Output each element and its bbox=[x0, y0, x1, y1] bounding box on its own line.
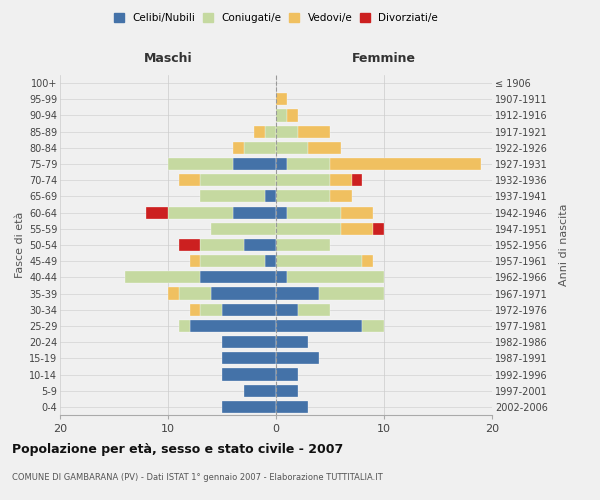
Y-axis label: Fasce di età: Fasce di età bbox=[14, 212, 25, 278]
Bar bbox=[211, 222, 276, 235]
Bar bbox=[265, 255, 276, 268]
Bar bbox=[222, 352, 276, 364]
Bar bbox=[244, 384, 276, 397]
Bar bbox=[190, 320, 276, 332]
Bar bbox=[200, 190, 265, 202]
Bar bbox=[352, 174, 362, 186]
Bar bbox=[233, 142, 244, 154]
Bar bbox=[298, 304, 330, 316]
Bar bbox=[222, 304, 276, 316]
Bar bbox=[200, 272, 276, 283]
Bar bbox=[179, 320, 190, 332]
Bar bbox=[330, 190, 352, 202]
Bar bbox=[362, 255, 373, 268]
Text: Popolazione per età, sesso e stato civile - 2007: Popolazione per età, sesso e stato civil… bbox=[12, 442, 343, 456]
Bar bbox=[276, 190, 330, 202]
Bar bbox=[330, 174, 352, 186]
Bar bbox=[168, 206, 233, 218]
Bar bbox=[276, 126, 298, 138]
Bar bbox=[233, 206, 276, 218]
Bar bbox=[265, 126, 276, 138]
Bar bbox=[146, 206, 168, 218]
Bar bbox=[308, 142, 341, 154]
Bar bbox=[200, 174, 276, 186]
Bar bbox=[179, 239, 200, 251]
Bar bbox=[276, 304, 298, 316]
Bar bbox=[276, 206, 287, 218]
Bar bbox=[276, 110, 287, 122]
Bar bbox=[244, 142, 276, 154]
Bar bbox=[341, 206, 373, 218]
Y-axis label: Anni di nascita: Anni di nascita bbox=[559, 204, 569, 286]
Bar bbox=[330, 158, 481, 170]
Bar bbox=[190, 255, 200, 268]
Bar bbox=[168, 288, 179, 300]
Bar bbox=[373, 222, 384, 235]
Bar bbox=[276, 320, 362, 332]
Bar bbox=[276, 222, 341, 235]
Bar bbox=[276, 368, 298, 380]
Text: Maschi: Maschi bbox=[143, 52, 193, 66]
Bar bbox=[168, 158, 233, 170]
Bar bbox=[276, 255, 362, 268]
Bar bbox=[276, 401, 308, 413]
Bar bbox=[211, 288, 276, 300]
Bar bbox=[276, 336, 308, 348]
Bar bbox=[276, 288, 319, 300]
Bar bbox=[298, 126, 330, 138]
Bar bbox=[200, 304, 222, 316]
Bar bbox=[265, 190, 276, 202]
Bar bbox=[200, 239, 244, 251]
Bar bbox=[287, 110, 298, 122]
Bar bbox=[244, 239, 276, 251]
Bar bbox=[276, 272, 287, 283]
Bar bbox=[233, 158, 276, 170]
Bar bbox=[319, 288, 384, 300]
Bar bbox=[200, 255, 265, 268]
Bar bbox=[254, 126, 265, 138]
Bar bbox=[276, 239, 330, 251]
Bar bbox=[276, 384, 298, 397]
Text: COMUNE DI GAMBARANA (PV) - Dati ISTAT 1° gennaio 2007 - Elaborazione TUTTITALIA.: COMUNE DI GAMBARANA (PV) - Dati ISTAT 1°… bbox=[12, 472, 383, 482]
Bar bbox=[125, 272, 200, 283]
Bar bbox=[222, 336, 276, 348]
Bar bbox=[287, 272, 384, 283]
Bar bbox=[276, 93, 287, 106]
Bar bbox=[341, 222, 373, 235]
Bar bbox=[287, 158, 330, 170]
Bar bbox=[179, 288, 211, 300]
Legend: Celibi/Nubili, Coniugati/e, Vedovi/e, Divorziati/e: Celibi/Nubili, Coniugati/e, Vedovi/e, Di… bbox=[111, 10, 441, 26]
Bar bbox=[222, 401, 276, 413]
Bar bbox=[276, 174, 330, 186]
Bar bbox=[276, 158, 287, 170]
Text: Femmine: Femmine bbox=[352, 52, 416, 66]
Bar bbox=[362, 320, 384, 332]
Bar bbox=[179, 174, 200, 186]
Bar bbox=[287, 206, 341, 218]
Bar bbox=[276, 142, 308, 154]
Bar bbox=[276, 352, 319, 364]
Bar bbox=[222, 368, 276, 380]
Bar bbox=[190, 304, 200, 316]
